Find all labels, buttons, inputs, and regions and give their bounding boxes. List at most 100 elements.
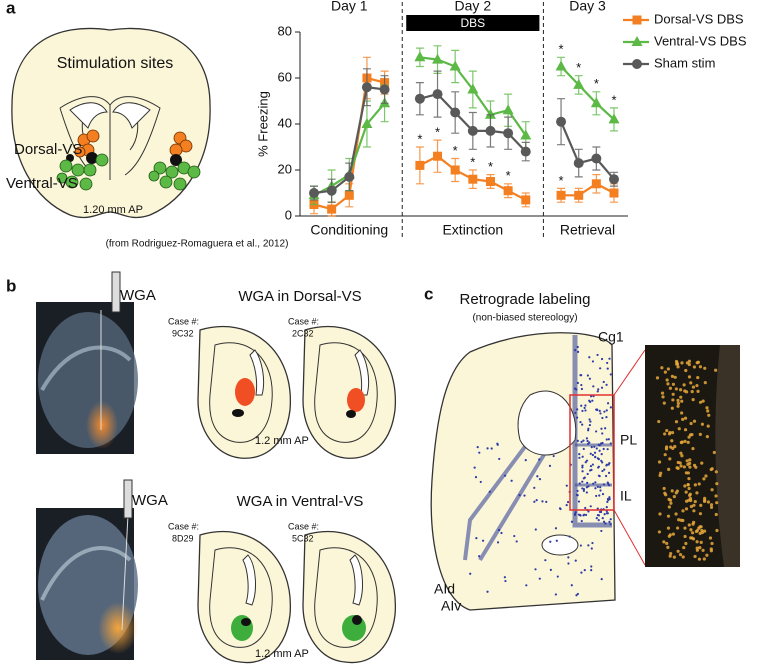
labeled-cell — [608, 520, 611, 523]
labeled-cell — [597, 519, 600, 522]
region-label: IL — [620, 488, 632, 504]
labeled-cell — [600, 529, 603, 533]
labeled-cell — [699, 525, 703, 529]
labeled-cell — [676, 404, 680, 408]
labeled-cell — [578, 456, 581, 459]
labeled-cell — [595, 494, 598, 498]
labeled-cell — [583, 513, 586, 516]
labeled-cell — [600, 578, 603, 581]
labeled-cell — [600, 357, 604, 361]
ap-label: 1.2 mm AP — [255, 435, 309, 447]
labeled-cell — [565, 503, 568, 507]
labeled-cell — [570, 520, 574, 523]
labeled-cell — [591, 541, 594, 545]
labeled-cell — [685, 459, 689, 463]
labeled-cell — [695, 546, 699, 550]
labeled-cell — [488, 490, 491, 493]
labeled-cell — [605, 409, 608, 412]
labeled-cell — [661, 395, 665, 399]
labeled-cell — [690, 536, 694, 540]
labeled-cell — [589, 505, 592, 508]
legend-label: Ventral-VS DBS — [654, 33, 747, 48]
day-label: Day 2 — [455, 0, 492, 14]
labeled-cell — [591, 463, 595, 466]
labeled-cell — [589, 469, 592, 472]
labeled-cell — [667, 505, 671, 509]
labeled-cell — [700, 422, 705, 426]
labeled-cell — [682, 383, 686, 387]
point — [556, 116, 567, 127]
labeled-cell — [609, 373, 612, 376]
labeled-cell — [602, 483, 606, 486]
point — [327, 204, 337, 214]
case-id: 9C32 — [172, 328, 194, 338]
labeled-cell — [576, 345, 579, 349]
labeled-cell — [585, 437, 589, 440]
labeled-cell — [709, 547, 713, 551]
labeled-cell — [558, 507, 562, 510]
labeled-cell — [503, 576, 506, 579]
labeled-cell — [712, 450, 716, 455]
labeled-cell — [595, 517, 598, 520]
legend-label: Dorsal-VS DBS — [654, 11, 744, 26]
labeled-cell — [582, 447, 585, 451]
labeled-cell — [582, 489, 585, 492]
point — [414, 93, 425, 104]
labeled-cell — [567, 562, 570, 565]
labeled-cell — [576, 489, 579, 493]
labeled-cell — [707, 413, 711, 417]
labeled-cell — [709, 505, 714, 509]
labeled-cell — [574, 349, 577, 352]
labeled-cell — [600, 453, 603, 456]
point — [485, 177, 495, 186]
labeled-cell — [698, 400, 703, 404]
labeled-cell — [604, 474, 608, 478]
labeled-cell — [579, 544, 582, 547]
labeled-cell — [588, 418, 591, 421]
point — [520, 129, 532, 140]
labeled-cell — [524, 458, 527, 462]
panel-b — [36, 271, 396, 664]
ap-label: 1.20 mm AP — [83, 204, 143, 216]
labeled-cell — [592, 385, 595, 388]
group-label: Retrieval — [560, 222, 615, 238]
labeled-cell — [703, 381, 707, 385]
labeled-cell — [573, 387, 577, 390]
labeled-cell — [714, 494, 718, 498]
labeled-cell — [685, 361, 690, 365]
labeled-cell — [504, 474, 507, 477]
labeled-cell — [496, 541, 500, 544]
significance: * — [611, 92, 616, 107]
injection-label: WGA — [120, 287, 156, 304]
labeled-cell — [662, 540, 666, 544]
labeled-cell — [687, 523, 691, 527]
labeled-cell — [538, 577, 541, 580]
labeled-cell — [672, 495, 676, 499]
labeled-cell — [666, 367, 670, 371]
legend-marker — [632, 59, 642, 69]
labeled-cell — [601, 492, 605, 496]
labeled-cell — [665, 541, 669, 546]
labeled-cell — [682, 465, 686, 469]
labeled-cell — [677, 427, 681, 431]
labeled-cell — [590, 547, 593, 550]
point — [609, 188, 619, 198]
labeled-cell — [666, 382, 670, 386]
labeled-cell — [510, 479, 513, 482]
labeled-cell — [584, 404, 587, 407]
labeled-cell — [704, 474, 708, 478]
labeled-cell — [683, 526, 687, 530]
point — [361, 118, 373, 128]
labeled-cell — [681, 417, 685, 421]
labeled-cell — [703, 366, 707, 370]
labeled-cell — [496, 442, 499, 445]
labeled-cell — [515, 540, 518, 543]
labeled-cell — [593, 445, 596, 448]
labeled-cell — [683, 439, 687, 443]
labeled-cell — [668, 498, 673, 502]
point — [555, 60, 567, 71]
labeled-cell — [676, 365, 680, 369]
significance: * — [453, 143, 458, 158]
labeled-cell — [599, 412, 602, 415]
